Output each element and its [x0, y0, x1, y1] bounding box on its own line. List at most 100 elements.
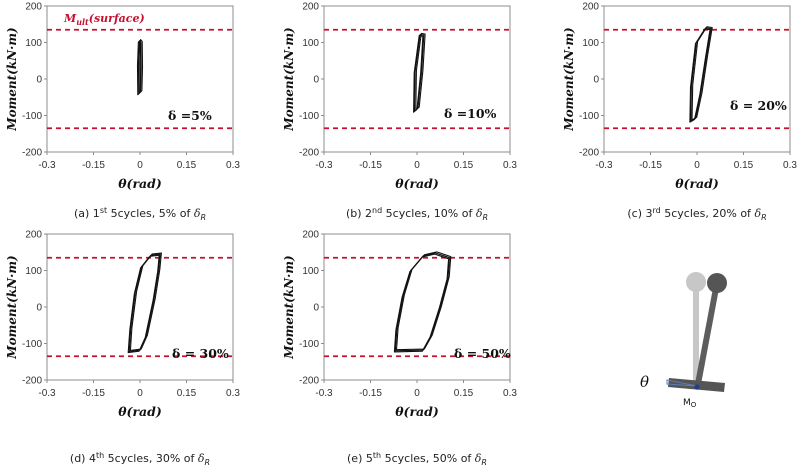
- x-axis-label: θ(rad): [395, 176, 439, 191]
- x-tick-label: 0.15: [454, 160, 474, 171]
- y-axis-label: Moment(kN·m): [5, 27, 19, 131]
- y-tick-label: 0: [313, 75, 319, 86]
- x-tick-label: -0.3: [38, 160, 56, 171]
- plot-area: [603, 5, 791, 153]
- y-tick-label: 100: [582, 38, 599, 49]
- x-tick-label: 0.3: [226, 160, 240, 171]
- rotated-column: [695, 282, 720, 385]
- captions-layer: (a) 1st 5cycles, 5% of δR (b) 2nd 5cycles…: [70, 206, 767, 467]
- delta-label: δ =10%: [444, 106, 497, 121]
- chart-panel-2: 200 100 0 -100 -200-0.3 -0.15 0 0.15 0.3 θ(rad) Mo…: [282, 2, 517, 192]
- x-tick-label: 0: [694, 160, 700, 171]
- delta-label: δ = 50%: [454, 346, 511, 361]
- panel-caption-2: (b) 2nd 5cycles, 10% of δR: [346, 206, 488, 222]
- y-tick-label: 100: [302, 266, 319, 277]
- x-tick-label: 0.15: [454, 388, 474, 399]
- hysteresis-cycle-2: [691, 26, 713, 121]
- y-tick-label: 0: [593, 75, 599, 86]
- delta-label: δ = 20%: [730, 98, 787, 113]
- x-tick-label: -0.15: [359, 160, 382, 171]
- x-tick-label: -0.15: [82, 160, 105, 171]
- x-tick-label: -0.15: [639, 160, 662, 171]
- y-tick-label: -200: [299, 376, 319, 387]
- y-axis-label: Moment(kN·m): [5, 255, 19, 359]
- y-tick-label: 200: [302, 2, 319, 13]
- y-tick-label: -200: [299, 148, 319, 159]
- x-tick-label: -0.3: [315, 160, 333, 171]
- panel-caption-4: (d) 4th 5cycles, 30% of δR: [70, 451, 210, 467]
- x-axis-label: θ(rad): [675, 176, 719, 191]
- x-tick-label: -0.15: [359, 388, 382, 399]
- y-tick-label: 200: [25, 2, 42, 13]
- y-tick-label: -100: [299, 339, 319, 350]
- y-tick-label: -100: [22, 111, 42, 122]
- y-tick-label: 200: [582, 2, 599, 13]
- y-axis-label: Moment(kN·m): [282, 27, 296, 131]
- chart-panel-4: 200 100 0 -100 -200-0.3 -0.15 0 0.15 0.3 θ(rad) Mo…: [5, 230, 240, 420]
- y-tick-label: 100: [25, 38, 42, 49]
- y-tick-label: -100: [22, 339, 42, 350]
- hysteresis-cycle-3: [413, 35, 424, 113]
- y-tick-label: 100: [25, 266, 42, 277]
- y-tick-label: 0: [36, 303, 42, 314]
- delta-label: δ = 30%: [172, 346, 229, 361]
- y-tick-label: 100: [302, 38, 319, 49]
- hysteresis-cycle-3: [127, 254, 160, 354]
- x-tick-label: 0.3: [783, 160, 797, 171]
- rocking-diagram: θ MO: [640, 272, 727, 409]
- x-tick-label: -0.3: [595, 160, 613, 171]
- chart-panel-3: 200 100 0 -100 -200-0.3 -0.15 0 0.15 0.3 θ(rad) Mo…: [562, 2, 797, 192]
- x-tick-label: -0.3: [315, 388, 333, 399]
- x-tick-label: -0.3: [38, 388, 56, 399]
- chart-panel-1: 200 100 0 -100 -200-0.3 -0.15 0 0.15 0.3 θ(rad) Mo…: [5, 2, 240, 192]
- mo-label: MO: [683, 398, 697, 409]
- mult-surface-label: Mult(surface): [63, 12, 145, 27]
- hysteresis-cycle-2: [395, 251, 452, 351]
- x-tick-label: 0: [137, 160, 143, 171]
- y-axis-label: Moment(kN·m): [562, 27, 576, 131]
- x-tick-label: 0: [414, 160, 420, 171]
- y-tick-label: -100: [579, 111, 599, 122]
- panel-caption-1: (a) 1st 5cycles, 5% of δR: [74, 206, 206, 222]
- x-tick-label: 0.15: [177, 388, 197, 399]
- chart-panel-5: 200 100 0 -100 -200-0.3 -0.15 0 0.15 0.3 θ(rad) Mo…: [282, 230, 517, 420]
- initial-mass: [686, 272, 706, 292]
- x-axis-label: θ(rad): [118, 404, 162, 419]
- x-tick-label: 0.15: [177, 160, 197, 171]
- x-tick-label: 0.3: [503, 388, 517, 399]
- hysteresis-cycle-1: [690, 27, 712, 122]
- x-tick-label: 0: [414, 388, 420, 399]
- y-tick-label: -200: [22, 376, 42, 387]
- x-tick-label: 0.3: [503, 160, 517, 171]
- rotated-mass: [707, 273, 727, 293]
- x-axis-label: θ(rad): [395, 404, 439, 419]
- y-tick-label: 0: [36, 75, 42, 86]
- rotation-angle-wedge: [666, 379, 698, 387]
- hysteresis-cycle-2: [129, 252, 162, 351]
- hysteresis-cycle-2: [415, 32, 426, 111]
- x-tick-label: -0.15: [82, 388, 105, 399]
- y-tick-label: 200: [302, 230, 319, 241]
- x-axis-label: θ(rad): [118, 176, 162, 191]
- panel-caption-5: (e) 5th 5cycles, 50% of δR: [347, 451, 487, 467]
- y-tick-label: -200: [579, 148, 599, 159]
- x-tick-label: 0: [137, 388, 143, 399]
- hysteresis-cycle-3: [393, 253, 450, 353]
- y-tick-label: 0: [313, 303, 319, 314]
- hysteresis-cycle-3: [689, 28, 711, 123]
- y-tick-label: -100: [299, 111, 319, 122]
- theta-label: θ: [640, 373, 649, 391]
- pivot-point: [694, 384, 700, 390]
- plot-area: [323, 5, 511, 153]
- x-tick-label: 0.3: [226, 388, 240, 399]
- hysteresis-cycle-1: [128, 253, 161, 353]
- y-axis-label: Moment(kN·m): [282, 255, 296, 359]
- hysteresis-cycle-3: [136, 41, 141, 96]
- y-tick-label: -200: [22, 148, 42, 159]
- panel-caption-3: (c) 3rd 5cycles, 20% of δR: [627, 206, 766, 222]
- y-tick-label: 200: [25, 230, 42, 241]
- delta-label: δ =5%: [168, 108, 212, 123]
- x-tick-label: 0.15: [734, 160, 754, 171]
